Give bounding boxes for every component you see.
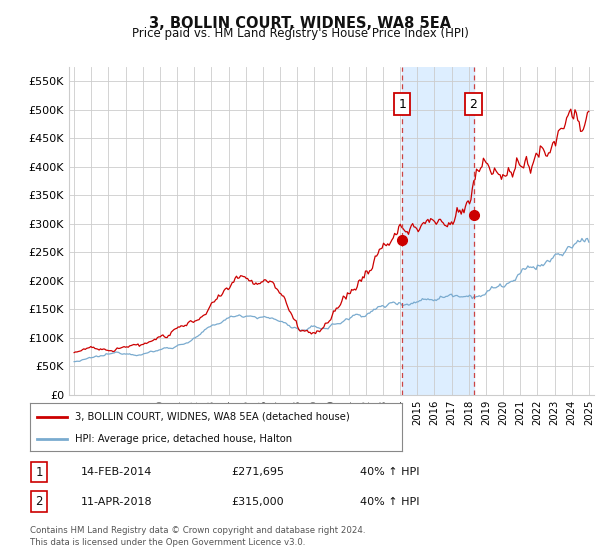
Text: 40% ↑ HPI: 40% ↑ HPI xyxy=(360,497,419,507)
Text: 14-FEB-2014: 14-FEB-2014 xyxy=(81,467,152,477)
FancyBboxPatch shape xyxy=(31,492,47,512)
Text: Contains HM Land Registry data © Crown copyright and database right 2024.
This d: Contains HM Land Registry data © Crown c… xyxy=(30,526,365,547)
Text: 3, BOLLIN COURT, WIDNES, WA8 5EA: 3, BOLLIN COURT, WIDNES, WA8 5EA xyxy=(149,16,451,31)
Text: £271,695: £271,695 xyxy=(231,467,284,477)
Text: HPI: Average price, detached house, Halton: HPI: Average price, detached house, Halt… xyxy=(74,434,292,444)
Text: 2: 2 xyxy=(35,495,43,508)
Text: 1: 1 xyxy=(35,465,43,479)
Text: 1: 1 xyxy=(398,98,406,111)
Text: 3, BOLLIN COURT, WIDNES, WA8 5EA (detached house): 3, BOLLIN COURT, WIDNES, WA8 5EA (detach… xyxy=(74,412,349,422)
Text: £315,000: £315,000 xyxy=(231,497,284,507)
Text: 40% ↑ HPI: 40% ↑ HPI xyxy=(360,467,419,477)
Bar xyxy=(402,67,473,395)
Text: Price paid vs. HM Land Registry's House Price Index (HPI): Price paid vs. HM Land Registry's House … xyxy=(131,27,469,40)
FancyBboxPatch shape xyxy=(31,462,47,482)
Text: 2: 2 xyxy=(470,98,478,111)
Text: 11-APR-2018: 11-APR-2018 xyxy=(81,497,152,507)
